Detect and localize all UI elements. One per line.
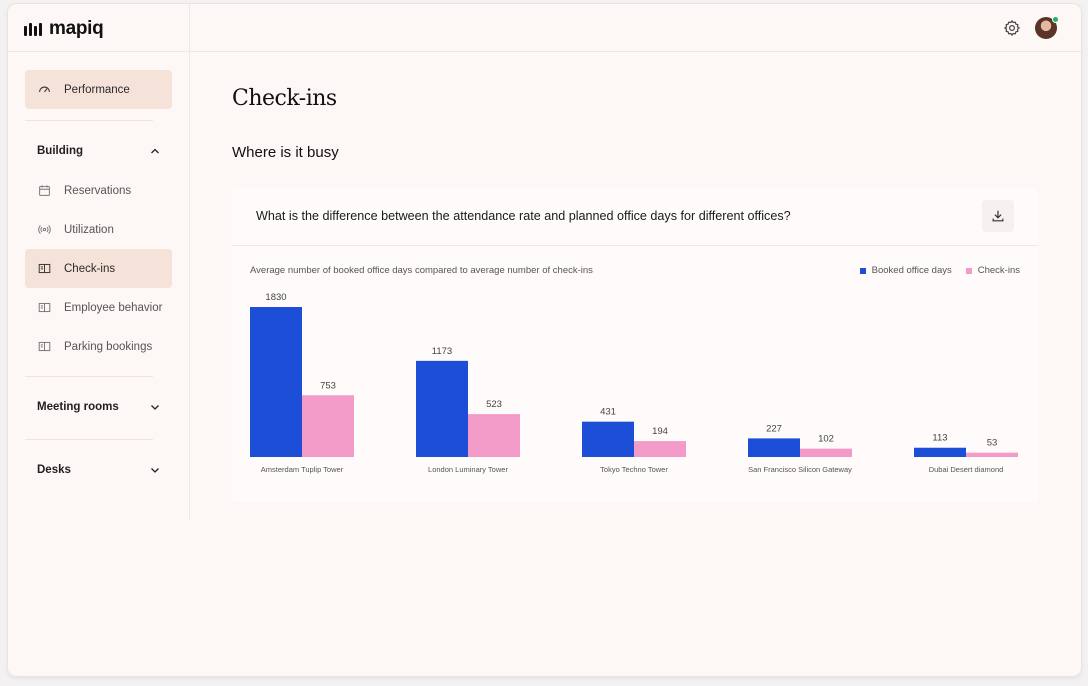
sidebar-item-reservations[interactable]: Reservations [25,171,172,210]
legend-swatch [859,267,866,274]
broadcast-icon [37,223,51,237]
chart-bar [800,448,852,457]
sidebar-separator [25,376,153,377]
sidebar-item-label: Employee behavior [64,301,163,314]
chevron-down-icon [151,405,159,410]
card-header: What is the difference between the atten… [232,188,1038,246]
book-icon [37,301,51,315]
bar-chart: 1830 753 Amsterdam Tuplip Tower 1173 523 Lond… [250,292,1018,474]
x-tick-label: London Luminary Tower [428,465,508,474]
mapiq-logo-icon [24,22,42,36]
chart-bar [634,441,686,457]
sidebar-item-employee-behavior[interactable]: Employee behavior [25,288,172,327]
sidebar: Performance Building Reservations Utiliz… [8,52,190,520]
sidebar-item-label: Parking bookings [64,340,153,353]
legend-label: Booked office days [871,265,952,276]
sidebar-item-label: Check-ins [64,262,116,275]
sidebar-section-building[interactable]: Building [37,141,160,161]
page-title: Check-ins [232,86,337,111]
sidebar-item-performance[interactable]: Performance [25,70,172,109]
download-button[interactable] [982,200,1014,232]
book-icon [37,262,51,276]
bar-value-label: 194 [652,426,668,437]
chevron-up-icon [151,148,159,154]
legend-item-checkins[interactable]: Check-ins [965,265,1020,276]
chart-bar [416,360,468,457]
chart-bar [582,421,634,457]
gauge-icon [37,83,51,97]
section-label: Meeting rooms [37,401,119,413]
sidebar-section-meeting-rooms[interactable]: Meeting rooms [37,397,160,417]
x-tick-label: Dubai Desert diamond [929,465,1004,474]
bar-value-label: 1830 [265,292,286,303]
section-label: Building [37,145,83,157]
section-label: Desks [37,464,71,476]
gear-icon[interactable] [1003,19,1021,37]
bar-value-label: 431 [600,407,616,418]
brand-name: mapiq [49,18,104,39]
bar-value-label: 53 [987,438,998,449]
chart-bar [914,447,966,457]
bar-value-label: 523 [486,399,502,410]
sidebar-item-label: Performance [64,83,130,96]
download-icon [992,210,1004,222]
legend-label: Check-ins [977,265,1020,276]
legend-swatch [965,267,972,274]
chart-card: What is the difference between the atten… [232,188,1038,502]
bar-value-label: 1173 [432,346,452,357]
brand-logo[interactable]: mapiq [24,18,104,40]
chart-bar [966,452,1018,457]
calendar-icon [37,184,51,198]
legend-item-booked[interactable]: Booked office days [859,265,952,276]
book-icon [37,340,51,354]
bar-value-label: 102 [818,434,834,445]
chart-bar [748,438,800,457]
chart-bar [302,395,354,457]
x-tick-label: Tokyo Techno Tower [600,465,668,474]
user-avatar[interactable] [1035,17,1057,39]
bar-value-label: 113 [932,433,947,444]
online-status-dot [1052,16,1059,23]
top-bar: mapiq [8,4,1081,52]
sidebar-item-parking-bookings[interactable]: Parking bookings [25,327,172,366]
section-title: Where is it busy [232,144,339,161]
topbar-divider [189,4,190,52]
chart-bar [468,414,520,457]
x-tick-label: Amsterdam Tuplip Tower [261,465,344,474]
sidebar-item-label: Utilization [64,223,114,236]
sidebar-separator [25,439,153,440]
x-tick-label: San Francisco Silicon Gateway [748,465,852,474]
bar-value-label: 227 [766,423,782,434]
sidebar-item-check-ins[interactable]: Check-ins [25,249,172,288]
card-question: What is the difference between the atten… [256,209,791,223]
app-window: mapiq Performance Building Reservations [8,4,1081,676]
sidebar-separator [25,120,153,121]
chart-bar [250,307,302,457]
sidebar-item-label: Reservations [64,184,132,197]
chart-legend: Booked office days Check-ins [859,265,1020,276]
chevron-down-icon [151,468,159,473]
chart-title: Average number of booked office days com… [250,265,593,276]
sidebar-item-utilization[interactable]: Utilization [25,210,172,249]
sidebar-section-desks[interactable]: Desks [37,460,160,480]
bar-value-label: 753 [320,380,336,391]
